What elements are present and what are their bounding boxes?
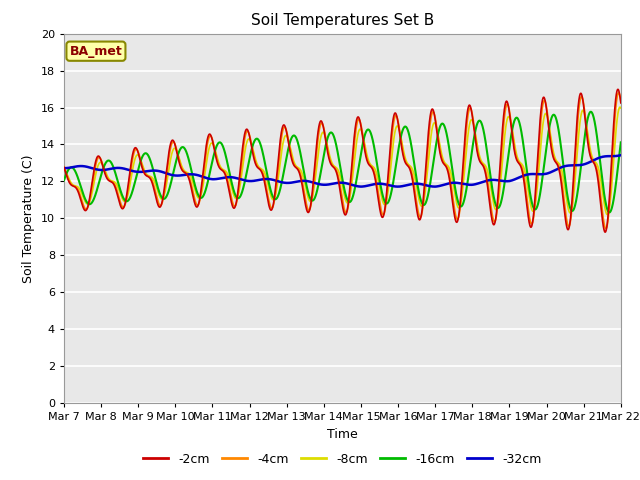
-16cm [394,150,402,156]
-2cm [617,100,625,106]
-2cm [60,165,68,170]
-2cm [614,86,621,92]
-2cm [602,229,609,235]
-2cm [422,159,430,165]
-32cm [476,180,483,186]
-4cm [161,184,169,190]
-32cm [518,173,525,179]
X-axis label: Time: Time [327,428,358,441]
Y-axis label: Soil Temperature (C): Soil Temperature (C) [22,154,35,283]
Title: Soil Temperatures Set B: Soil Temperatures Set B [251,13,434,28]
-16cm [518,132,525,137]
-4cm [602,226,610,231]
-4cm [273,180,280,185]
Line: -2cm: -2cm [64,89,621,232]
Line: -4cm: -4cm [64,93,621,228]
-32cm [60,165,68,171]
Text: BA_met: BA_met [70,45,122,58]
-32cm [273,178,280,184]
-2cm [273,173,280,179]
-16cm [617,140,625,145]
-16cm [422,199,430,205]
-4cm [394,118,402,123]
-32cm [394,184,402,190]
-8cm [616,104,624,110]
-8cm [476,153,483,158]
Line: -32cm: -32cm [64,155,621,187]
-8cm [394,123,402,129]
-8cm [518,161,525,167]
-4cm [617,98,625,104]
-16cm [587,109,595,115]
-2cm [476,157,483,163]
-4cm [476,156,483,162]
-2cm [518,167,525,172]
Line: -8cm: -8cm [64,107,621,215]
-16cm [476,118,483,123]
-32cm [617,152,625,158]
-16cm [60,178,68,183]
-2cm [161,179,169,185]
-32cm [161,170,169,176]
-4cm [518,164,525,170]
-2cm [394,119,402,125]
-32cm [422,182,430,188]
-4cm [422,169,430,175]
-4cm [60,164,68,170]
-8cm [60,167,68,172]
-16cm [161,195,169,201]
-4cm [615,90,623,96]
-32cm [431,184,438,190]
Line: -16cm: -16cm [64,112,621,212]
-8cm [161,188,169,194]
-8cm [422,181,430,187]
-8cm [273,186,280,192]
-8cm [604,212,611,217]
-8cm [617,105,625,111]
-16cm [273,195,280,201]
-16cm [605,209,613,215]
Legend: -2cm, -4cm, -8cm, -16cm, -32cm: -2cm, -4cm, -8cm, -16cm, -32cm [138,448,547,471]
